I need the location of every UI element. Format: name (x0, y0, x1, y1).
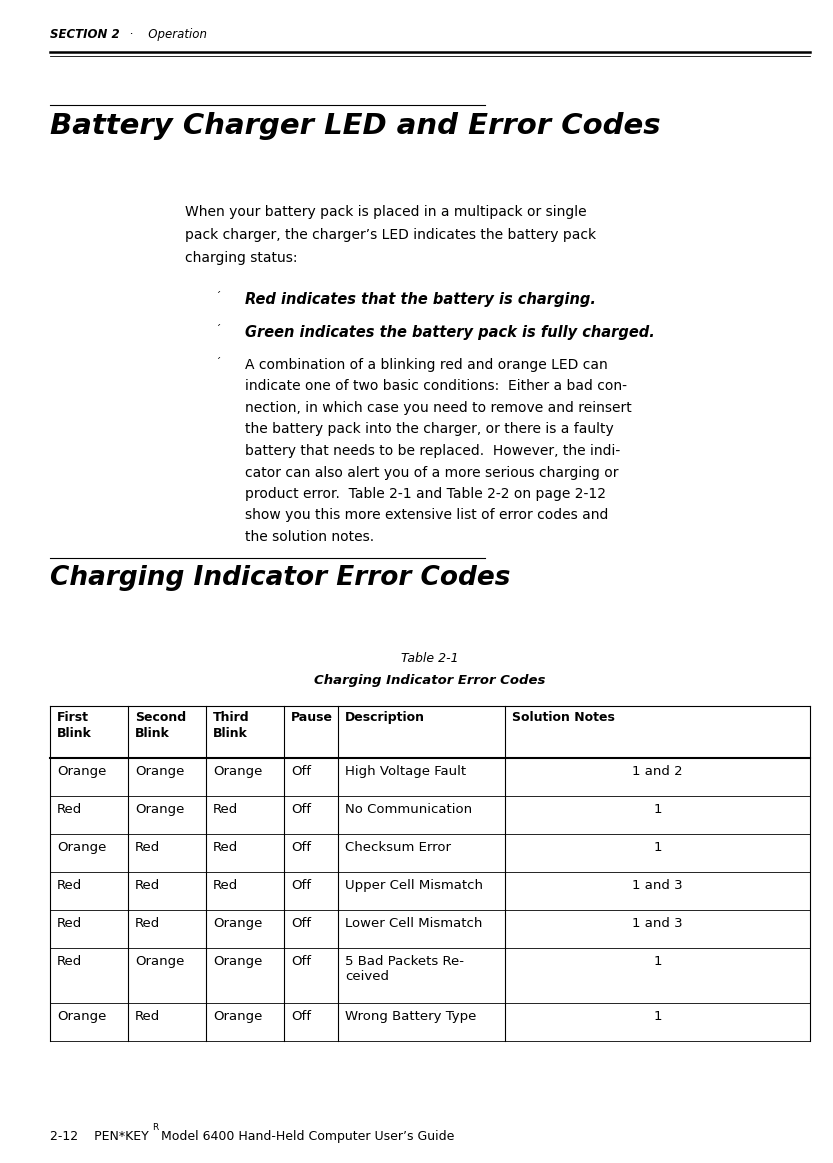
Text: Pause: Pause (291, 711, 333, 725)
Text: Orange: Orange (57, 765, 107, 778)
Text: High Voltage Fault: High Voltage Fault (345, 765, 466, 778)
Text: Red: Red (213, 841, 238, 854)
Text: SECTION 2: SECTION 2 (50, 28, 120, 41)
Text: ´: ´ (215, 292, 220, 302)
Text: Red: Red (213, 879, 238, 892)
Text: Green indicates the battery pack is fully charged.: Green indicates the battery pack is full… (245, 324, 655, 340)
Text: the solution notes.: the solution notes. (245, 530, 374, 544)
Text: Orange: Orange (213, 955, 262, 968)
Text: Orange: Orange (135, 802, 184, 816)
Text: Orange: Orange (135, 765, 184, 778)
Text: ´: ´ (215, 358, 220, 368)
Text: Wrong Battery Type: Wrong Battery Type (345, 1009, 476, 1023)
Text: 1: 1 (653, 1009, 661, 1023)
Text: battery that needs to be replaced.  However, the indi-: battery that needs to be replaced. Howev… (245, 444, 621, 458)
Text: show you this more extensive list of error codes and: show you this more extensive list of err… (245, 508, 608, 522)
Text: Off: Off (291, 841, 311, 854)
Text: Off: Off (291, 879, 311, 892)
Text: Red: Red (135, 841, 160, 854)
Text: Red: Red (57, 879, 82, 892)
Text: pack charger, the charger’s LED indicates the battery pack: pack charger, the charger’s LED indicate… (185, 228, 596, 242)
Text: Orange: Orange (135, 955, 184, 968)
Text: 5 Bad Packets Re-
ceived: 5 Bad Packets Re- ceived (345, 955, 464, 983)
Text: Red: Red (57, 916, 82, 930)
Text: A combination of a blinking red and orange LED can: A combination of a blinking red and oran… (245, 358, 608, 372)
Text: Charging Indicator Error Codes: Charging Indicator Error Codes (50, 565, 511, 591)
Text: Table 2-1: Table 2-1 (402, 652, 459, 665)
Text: cator can also alert you of a more serious charging or: cator can also alert you of a more serio… (245, 465, 618, 479)
Text: nection, in which case you need to remove and reinsert: nection, in which case you need to remov… (245, 401, 631, 415)
Text: Battery Charger LED and Error Codes: Battery Charger LED and Error Codes (50, 112, 661, 140)
Text: 2-12    PEN*KEY: 2-12 PEN*KEY (50, 1130, 149, 1143)
Text: 1: 1 (653, 802, 661, 816)
Text: No Communication: No Communication (345, 802, 472, 816)
Text: charging status:: charging status: (185, 251, 297, 265)
Text: indicate one of two basic conditions:  Either a bad con-: indicate one of two basic conditions: Ei… (245, 379, 627, 393)
Text: Lower Cell Mismatch: Lower Cell Mismatch (345, 916, 482, 930)
Text: Red indicates that the battery is charging.: Red indicates that the battery is chargi… (245, 292, 596, 307)
Text: 1 and 3: 1 and 3 (632, 879, 683, 892)
Text: Red: Red (213, 802, 238, 816)
Text: 1 and 3: 1 and 3 (632, 916, 683, 930)
Text: 1: 1 (653, 955, 661, 968)
Text: Off: Off (291, 802, 311, 816)
Text: product error.  Table 2-1 and Table 2-2 on page 2-12: product error. Table 2-1 and Table 2-2 o… (245, 487, 606, 501)
Text: Solution Notes: Solution Notes (512, 711, 615, 725)
Text: Off: Off (291, 955, 311, 968)
Text: Orange: Orange (213, 916, 262, 930)
Text: the battery pack into the charger, or there is a faulty: the battery pack into the charger, or th… (245, 422, 614, 436)
Text: Model 6400 Hand-Held Computer User’s Guide: Model 6400 Hand-Held Computer User’s Gui… (157, 1130, 454, 1143)
Text: Third
Blink: Third Blink (213, 711, 250, 740)
Text: Orange: Orange (213, 765, 262, 778)
Text: Red: Red (135, 879, 160, 892)
Text: Off: Off (291, 1009, 311, 1023)
Text: Red: Red (135, 1009, 160, 1023)
Text: ´: ´ (215, 324, 220, 335)
Text: Off: Off (291, 916, 311, 930)
Text: Red: Red (135, 916, 160, 930)
Text: 1 and 2: 1 and 2 (632, 765, 683, 778)
Text: Off: Off (291, 765, 311, 778)
Text: First
Blink: First Blink (57, 711, 92, 740)
Text: Description: Description (345, 711, 425, 725)
Text: 1: 1 (653, 841, 661, 854)
Text: Red: Red (57, 802, 82, 816)
Text: Orange: Orange (57, 1009, 107, 1023)
Text: Orange: Orange (213, 1009, 262, 1023)
Text: Charging Indicator Error Codes: Charging Indicator Error Codes (314, 675, 546, 687)
Text: Second
Blink: Second Blink (135, 711, 186, 740)
Text: R: R (152, 1123, 158, 1132)
Text: Checksum Error: Checksum Error (345, 841, 451, 854)
Text: Red: Red (57, 955, 82, 968)
Text: Upper Cell Mismatch: Upper Cell Mismatch (345, 879, 483, 892)
Text: When your battery pack is placed in a multipack or single: When your battery pack is placed in a mu… (185, 205, 586, 219)
Text: ·    Operation: · Operation (122, 28, 207, 41)
Text: Orange: Orange (57, 841, 107, 854)
